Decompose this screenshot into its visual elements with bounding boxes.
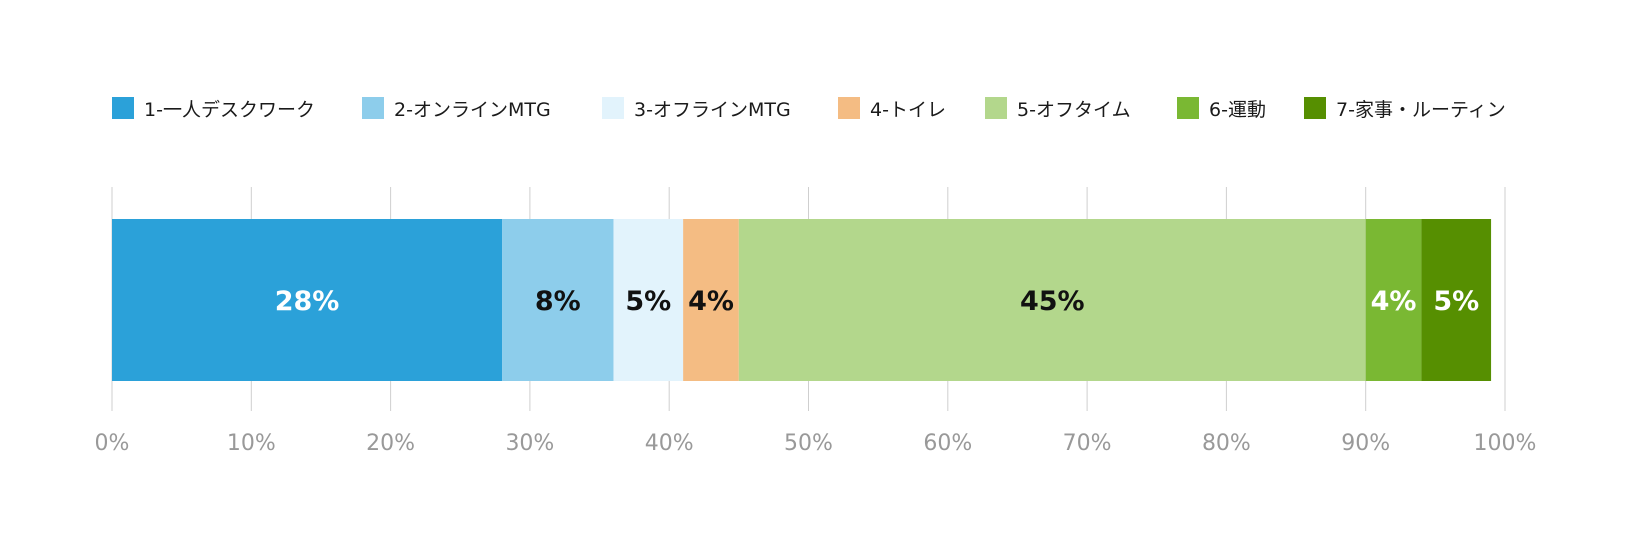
legend-item-7: 7-家事・ルーティン — [1304, 95, 1506, 121]
bar-segment-3 — [613, 219, 684, 381]
legend-item-1: 1-一人デスクワーク — [112, 95, 315, 121]
chart-legend: 1-一人デスクワーク 2-オンラインMTG 3-オフラインMTG 4-トイレ 5-オフタ… — [0, 0, 1628, 140]
bar-segment-6 — [1365, 219, 1422, 381]
legend-label-1: 1-一人デスクワーク — [144, 98, 315, 121]
data-label-6: 4% — [1371, 286, 1417, 317]
legend-label-7: 7-家事・ルーティン — [1336, 98, 1506, 121]
x-tick-label-3: 30% — [505, 431, 554, 456]
legend-swatch-3 — [602, 97, 624, 119]
data-label-3: 5% — [625, 286, 671, 317]
legend-label-5: 5-オフタイム — [1017, 98, 1131, 121]
legend-swatch-4 — [838, 97, 860, 119]
x-tick-label-6: 60% — [923, 431, 972, 456]
legend-swatch-1 — [112, 97, 134, 119]
data-label-1: 28% — [275, 286, 340, 317]
legend-label-6: 6-運動 — [1209, 98, 1266, 121]
legend-item-6: 6-運動 — [1177, 95, 1266, 121]
bar-segment-1 — [112, 219, 503, 381]
legend-label-3: 3-オフラインMTG — [634, 98, 791, 121]
x-tick-label-1: 10% — [227, 431, 276, 456]
legend-label-2: 2-オンラインMTG — [394, 98, 551, 121]
x-tick-label-10: 100% — [1474, 431, 1537, 456]
data-label-2: 8% — [535, 286, 581, 317]
x-tick-label-8: 80% — [1202, 431, 1251, 456]
x-tick-label-7: 70% — [1063, 431, 1112, 456]
legend-swatch-5 — [985, 97, 1007, 119]
legend-item-2: 2-オンラインMTG — [362, 95, 551, 121]
x-tick-label-4: 40% — [645, 431, 694, 456]
data-label-4: 4% — [688, 286, 734, 317]
x-tick-label-2: 20% — [366, 431, 415, 456]
data-label-5: 45% — [1020, 286, 1085, 317]
data-label-7: 5% — [1433, 286, 1479, 317]
x-tick-label-5: 50% — [784, 431, 833, 456]
legend-swatch-7 — [1304, 97, 1326, 119]
x-tick-label-9: 90% — [1341, 431, 1390, 456]
bar-segment-2 — [502, 219, 614, 381]
legend-item-4: 4-トイレ — [838, 95, 946, 121]
x-tick-label-0: 0% — [95, 431, 130, 456]
bar-segment-5 — [738, 219, 1366, 381]
legend-swatch-6 — [1177, 97, 1199, 119]
legend-item-5: 5-オフタイム — [985, 95, 1131, 121]
bar-segment-7 — [1421, 219, 1492, 381]
bar-segment-4 — [683, 219, 739, 381]
legend-label-4: 4-トイレ — [870, 98, 946, 121]
legend-swatch-2 — [362, 97, 384, 119]
legend-item-3: 3-オフラインMTG — [602, 95, 791, 121]
